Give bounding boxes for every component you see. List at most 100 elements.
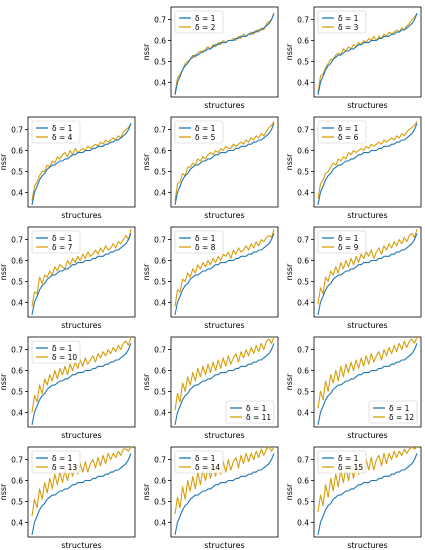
legend: δ = 1δ = 11 bbox=[225, 400, 275, 424]
legend-label: δ = 1 bbox=[195, 124, 216, 133]
y-axis-label: nssr bbox=[285, 373, 294, 390]
y-tick-label: 0.5 bbox=[154, 387, 166, 396]
y-tick-label: 0.4 bbox=[11, 188, 23, 197]
legend-label: δ = 14 bbox=[195, 463, 220, 472]
subplot-7: 0.4 0.5 0.6 0.7 nssr structures δ = 1δ = 8 bbox=[142, 226, 279, 330]
legend-label: δ = 1 bbox=[338, 234, 359, 243]
series-line-reference bbox=[317, 343, 418, 426]
series-line-compare bbox=[174, 228, 275, 307]
legend: δ = 1δ = 8 bbox=[174, 230, 224, 254]
x-axis-label: structures bbox=[204, 211, 244, 220]
legend-label: δ = 1 bbox=[195, 454, 216, 463]
series-line-compare bbox=[174, 120, 275, 201]
series-line-reference bbox=[174, 453, 275, 536]
legend: δ = 1δ = 12 bbox=[368, 400, 418, 424]
subplot-6: 0.4 0.5 0.6 0.7 nssr structures δ = 1δ = 7 bbox=[0, 226, 136, 330]
y-tick-label: 0.5 bbox=[154, 277, 166, 286]
y-tick-label: 0.4 bbox=[154, 298, 166, 307]
legend: δ = 1δ = 5 bbox=[174, 120, 224, 144]
series-line-compare bbox=[317, 228, 418, 305]
y-tick-label: 0.7 bbox=[297, 126, 309, 135]
y-axis-label: nssr bbox=[142, 43, 151, 60]
y-tick-label: 0.6 bbox=[11, 476, 23, 485]
y-tick-label: 0.7 bbox=[297, 16, 309, 25]
legend-label: δ = 3 bbox=[338, 23, 359, 32]
y-tick-label: 0.4 bbox=[154, 408, 166, 417]
series-line-reference bbox=[174, 13, 275, 96]
legend-label: δ = 2 bbox=[195, 23, 216, 32]
legend-label: δ = 13 bbox=[52, 463, 77, 472]
series-line-compare bbox=[317, 120, 418, 199]
legend-label: δ = 10 bbox=[52, 353, 77, 362]
y-tick-label: 0.4 bbox=[11, 298, 23, 307]
y-tick-label: 0.5 bbox=[297, 57, 309, 66]
legend: δ = 1δ = 10 bbox=[31, 340, 81, 364]
series-line-reference bbox=[31, 123, 132, 206]
series-line-compare bbox=[317, 336, 418, 409]
y-tick-label: 0.4 bbox=[297, 188, 309, 197]
subplot-3: 0.4 0.5 0.6 0.7 nssr structures δ = 1δ = 4 bbox=[0, 116, 136, 220]
y-tick-label: 0.5 bbox=[154, 57, 166, 66]
y-axis-label: nssr bbox=[142, 373, 151, 390]
x-axis-label: structures bbox=[204, 321, 244, 330]
legend: δ = 1δ = 2 bbox=[174, 10, 224, 34]
legend-label: δ = 6 bbox=[338, 133, 359, 142]
y-tick-label: 0.7 bbox=[154, 236, 166, 245]
legend: δ = 1δ = 14 bbox=[174, 450, 224, 474]
y-tick-label: 0.6 bbox=[297, 476, 309, 485]
y-tick-label: 0.6 bbox=[154, 476, 166, 485]
y-tick-label: 0.4 bbox=[154, 188, 166, 197]
series-line-reference bbox=[317, 123, 418, 206]
series-line-reference bbox=[31, 233, 132, 316]
legend-label: δ = 1 bbox=[52, 234, 73, 243]
y-tick-label: 0.4 bbox=[154, 518, 166, 527]
y-tick-label: 0.7 bbox=[154, 126, 166, 135]
y-axis-label: nssr bbox=[285, 263, 294, 280]
x-axis-label: structures bbox=[204, 431, 244, 440]
legend-label: δ = 15 bbox=[338, 463, 363, 472]
series-line-compare bbox=[317, 446, 418, 512]
y-axis-label: nssr bbox=[142, 483, 151, 500]
legend-label: δ = 4 bbox=[52, 133, 73, 142]
legend: δ = 1δ = 15 bbox=[317, 450, 367, 474]
x-axis-label: structures bbox=[347, 101, 387, 110]
legend: δ = 1δ = 9 bbox=[317, 230, 367, 254]
series-line-reference bbox=[317, 233, 418, 316]
y-tick-label: 0.7 bbox=[11, 456, 23, 465]
x-axis-label: structures bbox=[61, 321, 101, 330]
subplot-9: 0.4 0.5 0.6 0.7 nssr structures δ = 1δ = 10 bbox=[0, 336, 136, 440]
legend-label: δ = 11 bbox=[246, 413, 271, 422]
series-line-reference bbox=[317, 453, 418, 536]
y-tick-label: 0.5 bbox=[154, 167, 166, 176]
y-tick-label: 0.7 bbox=[154, 346, 166, 355]
x-axis-label: structures bbox=[61, 431, 101, 440]
legend-label: δ = 5 bbox=[195, 133, 216, 142]
series-line-compare bbox=[31, 446, 132, 517]
y-tick-label: 0.5 bbox=[11, 497, 23, 506]
x-axis-label: structures bbox=[61, 211, 101, 220]
legend: δ = 1δ = 3 bbox=[317, 10, 367, 34]
series-line-reference bbox=[174, 343, 275, 426]
legend: δ = 1δ = 4 bbox=[31, 120, 81, 144]
x-axis-label: structures bbox=[204, 101, 244, 110]
series-line-compare bbox=[174, 446, 275, 515]
y-axis-label: nssr bbox=[285, 153, 294, 170]
series-line-compare bbox=[31, 228, 132, 307]
y-tick-label: 0.7 bbox=[297, 456, 309, 465]
legend-label: δ = 1 bbox=[52, 124, 73, 133]
legend-label: δ = 1 bbox=[195, 14, 216, 23]
y-tick-label: 0.6 bbox=[154, 366, 166, 375]
series-line-reference bbox=[174, 233, 275, 316]
legend: δ = 1δ = 6 bbox=[317, 120, 367, 144]
legend-label: δ = 9 bbox=[338, 243, 359, 252]
legend-label: δ = 1 bbox=[246, 404, 267, 413]
y-tick-label: 0.7 bbox=[11, 236, 23, 245]
y-tick-label: 0.6 bbox=[11, 366, 23, 375]
y-tick-label: 0.7 bbox=[11, 126, 23, 135]
subplot-14: 0.4 0.5 0.6 0.7 nssr structures δ = 1δ = 15 bbox=[285, 446, 422, 550]
y-tick-label: 0.7 bbox=[297, 236, 309, 245]
series-line-reference bbox=[31, 343, 132, 426]
y-tick-label: 0.5 bbox=[297, 387, 309, 396]
y-tick-label: 0.4 bbox=[297, 408, 309, 417]
subplot-2: 0.4 0.5 0.6 0.7 nssr structures δ = 1δ = 3 bbox=[285, 6, 422, 110]
